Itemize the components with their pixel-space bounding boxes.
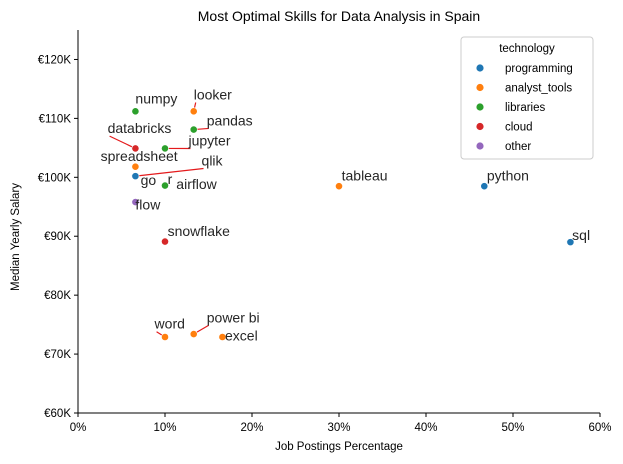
point-label: numpy <box>135 91 177 107</box>
scatter-point <box>131 144 140 153</box>
y-tick-label: €90K <box>44 231 71 243</box>
scatter-point <box>566 238 575 247</box>
point-label: power bi <box>207 309 260 325</box>
scatter-point <box>131 198 140 206</box>
point-label: word <box>154 316 185 332</box>
point-label: excel <box>225 328 258 344</box>
point-label: tableau <box>342 167 388 183</box>
point-label: looker <box>194 87 232 103</box>
x-tick-label: 20% <box>240 422 263 434</box>
x-tick-label: 30% <box>327 422 350 434</box>
label-connector <box>135 167 204 177</box>
legend-marker <box>476 122 484 131</box>
scatter-point <box>480 182 489 191</box>
plot-area: 0% 10% 20% 30% 40% 50% 60% €60K €70K €80K €90K €100… <box>38 30 612 434</box>
y-tick-label: €80K <box>44 290 71 302</box>
x-tick-label: 60% <box>588 422 611 434</box>
legend-marker <box>476 64 484 72</box>
y-axis-label: Median Yearly Salary <box>10 183 22 291</box>
x-tick-label: 50% <box>501 422 524 434</box>
y-tick-label: €120K <box>38 54 72 66</box>
legend-box <box>460 36 594 160</box>
legend-title: technology <box>499 43 555 55</box>
scatter-point <box>189 330 198 338</box>
legend: technology programming analyst_toolslibrar… <box>460 36 594 160</box>
legend-marker <box>476 142 484 150</box>
legend-marker <box>476 103 484 111</box>
point-label: spreadsheet <box>101 148 178 164</box>
x-tick-label: 0% <box>70 422 87 434</box>
scatter-point <box>218 333 227 341</box>
point-label: jupyter <box>187 132 230 148</box>
point-label: sql <box>572 227 590 243</box>
x-axis-label: Job Postings Percentage <box>275 441 403 453</box>
point-label: qlik <box>202 153 224 169</box>
legend-label: libraries <box>505 102 546 114</box>
point-label: databricks <box>108 120 172 136</box>
scatter-point <box>335 182 343 191</box>
scatter-point <box>189 107 198 116</box>
point-label: pandas <box>207 112 253 128</box>
legend-label: cloud <box>505 122 533 134</box>
point-label: go <box>141 172 157 188</box>
scatter-point <box>161 237 169 246</box>
scatter-point <box>131 172 140 181</box>
point-label: airflow <box>176 176 217 192</box>
y-tick-label: €60K <box>44 408 71 420</box>
x-tick-label: 10% <box>153 422 176 434</box>
legend-label: programming <box>505 63 573 75</box>
legend-label: other <box>505 141 531 153</box>
legend-marker <box>476 83 484 92</box>
point-label: r <box>168 171 173 187</box>
scatter-point <box>161 144 169 153</box>
legend-label: analyst_tools <box>505 83 572 95</box>
label-connector <box>109 135 136 149</box>
scatter-point <box>189 125 198 134</box>
y-tick-label: €70K <box>44 349 71 361</box>
scatter-point <box>161 181 169 190</box>
y-tick-label: €110K <box>39 113 72 125</box>
point-label: flow <box>135 197 161 213</box>
scatter-point <box>131 107 140 116</box>
chart-title: Most Optimal Skills for Data Analysis in… <box>198 8 480 24</box>
point-label: python <box>487 167 529 183</box>
x-tick-label: 40% <box>414 422 437 434</box>
scatter-point <box>131 162 140 171</box>
point-label: snowflake <box>168 223 230 239</box>
scatter-point <box>161 333 169 341</box>
y-tick-label: €100K <box>38 172 72 184</box>
